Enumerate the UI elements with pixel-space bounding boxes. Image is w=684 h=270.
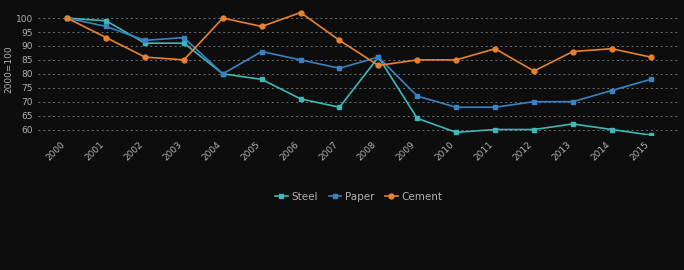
Cement <box>530 69 538 73</box>
Cement <box>569 50 577 53</box>
Cement <box>646 55 655 59</box>
Paper <box>413 94 421 98</box>
Paper <box>258 50 266 53</box>
Steel <box>63 16 71 20</box>
Paper <box>63 16 71 20</box>
Legend: Steel, Paper, Cement: Steel, Paper, Cement <box>275 192 443 202</box>
Steel <box>141 42 149 45</box>
Steel <box>296 97 304 100</box>
Paper <box>646 78 655 81</box>
Paper <box>296 58 304 62</box>
Line: Cement: Cement <box>65 10 653 73</box>
Steel <box>452 131 460 134</box>
Paper <box>607 89 616 92</box>
Paper <box>335 67 343 70</box>
Cement <box>491 47 499 50</box>
Steel <box>413 117 421 120</box>
Paper <box>530 100 538 103</box>
Paper <box>374 55 382 59</box>
Steel <box>569 122 577 126</box>
Cement <box>180 58 188 62</box>
Steel <box>219 72 227 75</box>
Y-axis label: 2000=100: 2000=100 <box>4 46 13 93</box>
Cement <box>258 25 266 28</box>
Steel <box>646 133 655 137</box>
Paper <box>569 100 577 103</box>
Cement <box>219 16 227 20</box>
Paper <box>452 106 460 109</box>
Paper <box>491 106 499 109</box>
Steel <box>491 128 499 131</box>
Steel <box>530 128 538 131</box>
Cement <box>296 11 304 14</box>
Cement <box>141 55 149 59</box>
Cement <box>374 64 382 67</box>
Paper <box>141 39 149 42</box>
Line: Paper: Paper <box>65 16 653 110</box>
Paper <box>180 36 188 39</box>
Cement <box>452 58 460 62</box>
Cement <box>413 58 421 62</box>
Paper <box>102 25 110 28</box>
Line: Steel: Steel <box>65 16 653 137</box>
Cement <box>607 47 616 50</box>
Cement <box>63 16 71 20</box>
Steel <box>180 42 188 45</box>
Cement <box>102 36 110 39</box>
Steel <box>607 128 616 131</box>
Paper <box>219 72 227 75</box>
Steel <box>102 19 110 22</box>
Steel <box>258 78 266 81</box>
Steel <box>374 55 382 59</box>
Cement <box>335 39 343 42</box>
Steel <box>335 106 343 109</box>
